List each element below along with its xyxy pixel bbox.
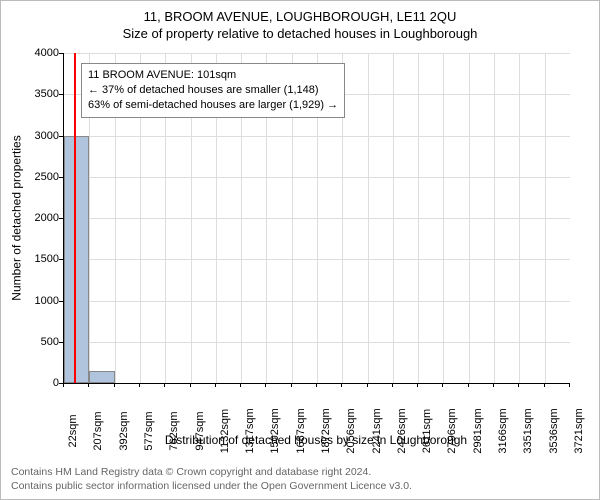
annotation-line-1: 11 BROOM AVENUE: 101sqm [88, 68, 338, 83]
y-axis-label-wrap: Number of detached properties [7, 53, 27, 383]
xtick-mark [392, 383, 393, 387]
ytick-label: 500 [33, 336, 59, 348]
title-line-2: Size of property relative to detached ho… [1, 26, 599, 41]
annotation-box: 11 BROOM AVENUE: 101sqm ← 37% of detache… [81, 63, 345, 118]
xtick-mark [442, 383, 443, 387]
footer-line-1: Contains HM Land Registry data © Crown c… [11, 465, 412, 479]
ytick-label: 1000 [33, 295, 59, 307]
ytick-label: 0 [33, 377, 59, 389]
gridline-v [443, 53, 444, 383]
annotation-line-3: 63% of semi-detached houses are larger (… [88, 98, 338, 113]
xtick-mark [518, 383, 519, 387]
xtick-mark [544, 383, 545, 387]
gridline-v [368, 53, 369, 383]
histogram-bar [64, 136, 89, 384]
property-marker-line [74, 53, 76, 383]
xtick-mark [88, 383, 89, 387]
xtick-mark [190, 383, 191, 387]
gridline-v [545, 53, 546, 383]
ytick-label: 3000 [33, 130, 59, 142]
gridline-v [393, 53, 394, 383]
xtick-label: 3721sqm [573, 408, 585, 453]
title-line-1: 11, BROOM AVENUE, LOUGHBOROUGH, LE11 2QU [1, 9, 599, 24]
xtick-mark [215, 383, 216, 387]
footer: Contains HM Land Registry data © Crown c… [11, 465, 412, 493]
footer-line-2: Contains public sector information licen… [11, 479, 412, 493]
chart-frame: 11, BROOM AVENUE, LOUGHBOROUGH, LE11 2QU… [0, 0, 600, 500]
xtick-mark [114, 383, 115, 387]
ytick-label: 2500 [33, 171, 59, 183]
ytick-label: 4000 [33, 47, 59, 59]
ytick-label: 2000 [33, 212, 59, 224]
xtick-mark [265, 383, 266, 387]
titles: 11, BROOM AVENUE, LOUGHBOROUGH, LE11 2QU… [1, 1, 599, 41]
xtick-mark [569, 383, 570, 387]
y-axis-label: Number of detached properties [10, 135, 24, 300]
xtick-mark [341, 383, 342, 387]
xtick-mark [367, 383, 368, 387]
xtick-mark [417, 383, 418, 387]
gridline-v [519, 53, 520, 383]
xtick-mark [139, 383, 140, 387]
xtick-mark [291, 383, 292, 387]
xtick-mark [493, 383, 494, 387]
xtick-mark [63, 383, 64, 387]
xtick-mark [316, 383, 317, 387]
gridline-v [469, 53, 470, 383]
ytick-label: 1500 [33, 253, 59, 265]
xtick-mark [164, 383, 165, 387]
gridline-v [494, 53, 495, 383]
histogram-bar [89, 371, 114, 383]
ytick-label: 3500 [33, 88, 59, 100]
gridline-v [418, 53, 419, 383]
xtick-mark [240, 383, 241, 387]
xtick-mark [468, 383, 469, 387]
x-axis-label: Distribution of detached houses by size … [63, 433, 569, 447]
annotation-line-2: ← 37% of detached houses are smaller (1,… [88, 83, 338, 98]
